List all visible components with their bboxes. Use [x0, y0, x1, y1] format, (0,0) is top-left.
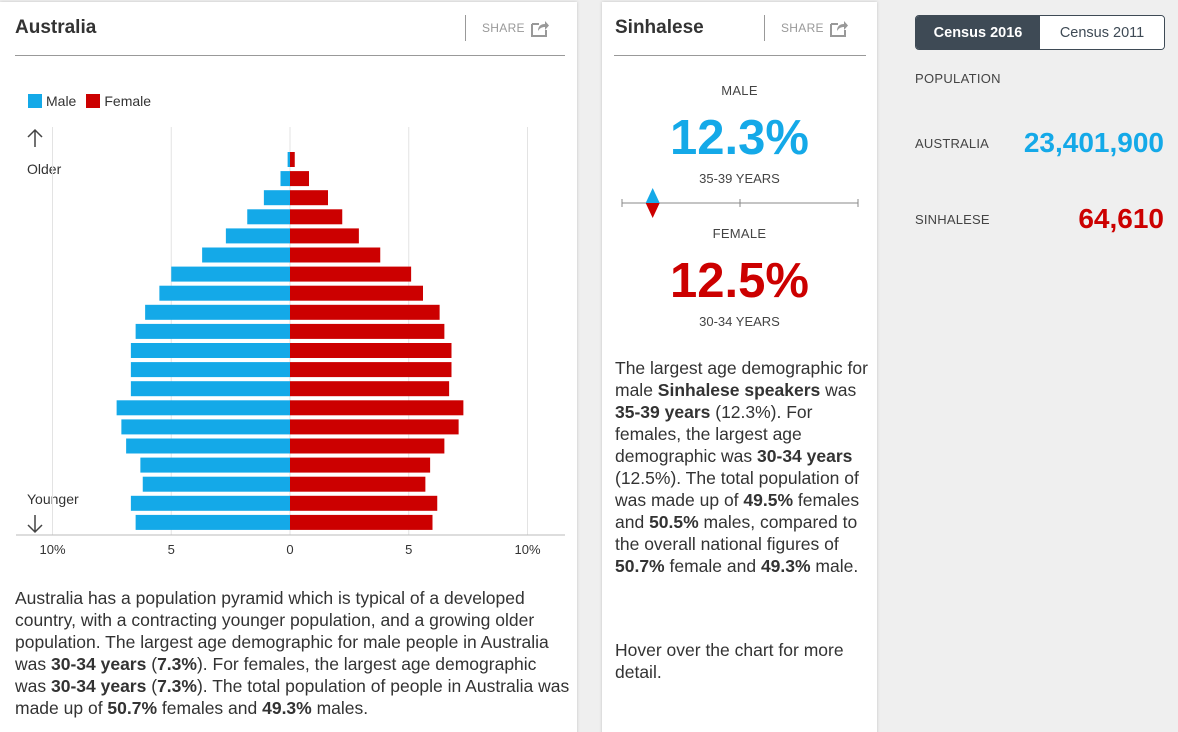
x-tick-label: 5 [168, 542, 175, 557]
chart-legend: Male Female [28, 93, 161, 109]
female-bar[interactable] [290, 209, 343, 225]
female-bar[interactable] [290, 495, 438, 511]
australia-population-value: 23,401,900 [1023, 127, 1164, 158]
female-bar[interactable] [290, 323, 445, 339]
male-bar[interactable] [130, 381, 290, 397]
female-bar[interactable] [290, 438, 445, 454]
male-bar[interactable] [247, 209, 290, 225]
sinhalese-card: Sinhalese SHARE MALE 12.3% 35-39 YEARS F… [602, 2, 877, 732]
male-bar[interactable] [121, 419, 290, 435]
female-bar[interactable] [290, 247, 381, 263]
male-bar[interactable] [171, 266, 290, 282]
male-stat-age: 35-39 YEARS [699, 171, 780, 186]
male-bar[interactable] [130, 362, 290, 378]
x-tick-label: 5 [405, 542, 412, 557]
male-bar[interactable] [263, 190, 290, 206]
arrow-up-icon [27, 128, 43, 147]
male-bar[interactable] [135, 323, 290, 339]
share-label: SHARE [781, 21, 824, 35]
x-tick-label: 0 [286, 542, 293, 557]
male-stat-value: 12.3% [670, 111, 809, 165]
tab-census-2016[interactable]: Census 2016 [916, 16, 1040, 49]
title-divider [15, 55, 565, 56]
male-swatch [28, 94, 42, 108]
hover-hint: Hover over the chart for more detail. [615, 640, 844, 682]
female-bar[interactable] [290, 190, 328, 206]
female-bar[interactable] [290, 304, 440, 320]
female-bar[interactable] [290, 419, 459, 435]
x-tick-label: 10% [514, 542, 540, 557]
female-bar[interactable] [290, 400, 464, 416]
female-swatch [86, 94, 101, 108]
male-bar[interactable] [126, 438, 290, 454]
card-title: Sinhalese [615, 17, 704, 38]
age-slider[interactable] [620, 186, 862, 220]
share-icon [829, 21, 848, 37]
legend-item-male[interactable]: Male [28, 93, 76, 109]
male-bar[interactable] [225, 228, 290, 244]
female-bar[interactable] [290, 514, 433, 530]
female-bar[interactable] [290, 362, 452, 378]
tab-census-2011[interactable]: Census 2011 [1040, 16, 1164, 49]
population-title: POPULATION [915, 71, 1001, 86]
australia-description: Australia has a population pyramid which… [15, 588, 570, 718]
australia-population-label: AUSTRALIA [915, 136, 990, 151]
female-bar[interactable] [290, 343, 452, 358]
australia-card: Australia SHARE Male Female Older Younge… [0, 2, 577, 732]
male-bar[interactable] [130, 495, 290, 511]
female-stat-value: 12.5% [670, 254, 809, 308]
share-label: SHARE [482, 21, 525, 35]
title-divider [614, 55, 866, 56]
sinhalese-population-label: SINHALESE [915, 212, 990, 227]
female-stat-label: FEMALE [712, 226, 767, 241]
population-pyramid-chart[interactable]: 10% 5 0 5 10% [0, 2, 577, 572]
share-icon [530, 21, 549, 37]
male-bar[interactable] [145, 304, 290, 320]
female-bar[interactable] [290, 171, 309, 187]
legend-female-label: Female [104, 93, 152, 109]
female-bar[interactable] [290, 152, 295, 167]
female-bar[interactable] [290, 381, 450, 397]
share-button[interactable]: SHARE [764, 15, 849, 41]
male-bar[interactable] [116, 400, 290, 416]
sinhalese-population-value: 64,610 [1078, 203, 1164, 234]
male-bar[interactable] [140, 457, 290, 473]
male-marker[interactable] [645, 188, 660, 203]
share-button[interactable]: SHARE [465, 15, 550, 41]
male-bar[interactable] [130, 343, 290, 358]
female-bar[interactable] [290, 476, 426, 492]
male-bar[interactable] [159, 285, 290, 301]
female-stat-age: 30-34 YEARS [699, 314, 780, 329]
male-bar[interactable] [287, 152, 290, 167]
card-title: Australia [15, 17, 97, 38]
male-bar[interactable] [280, 171, 291, 187]
sinhalese-description: The largest age demographic for male Sin… [615, 358, 868, 576]
male-bar[interactable] [135, 514, 290, 530]
arrow-down-icon [27, 515, 43, 534]
legend-item-female[interactable]: Female [86, 93, 151, 109]
female-bar[interactable] [290, 285, 423, 301]
female-bar[interactable] [290, 228, 359, 244]
female-bar[interactable] [290, 266, 412, 282]
census-toggle: Census 2016 Census 2011 [915, 15, 1165, 50]
female-bar[interactable] [290, 457, 431, 473]
female-marker[interactable] [645, 203, 660, 218]
legend-male-label: Male [46, 93, 77, 109]
male-bar[interactable] [202, 247, 290, 263]
male-stat-label: MALE [721, 83, 758, 98]
male-bar[interactable] [142, 476, 290, 492]
x-tick-label: 10% [39, 542, 65, 557]
